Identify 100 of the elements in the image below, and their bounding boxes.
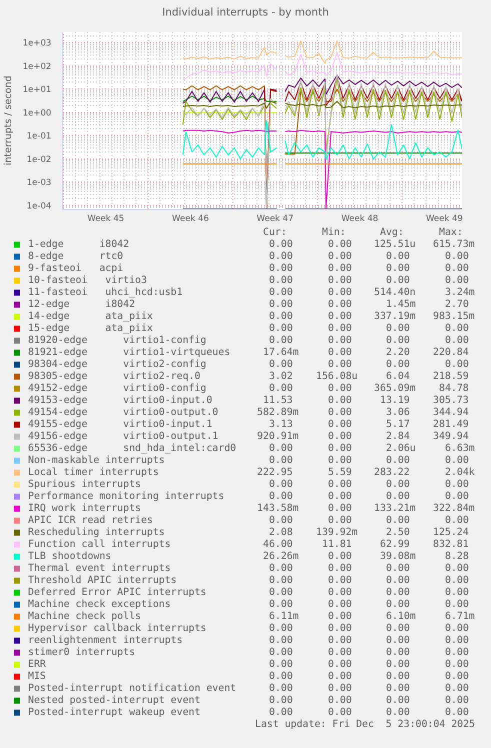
text: Max:: [439, 227, 463, 238]
legend-label: 10-fasteoi virtio3: [28, 275, 147, 286]
text: 0.00: [269, 563, 293, 574]
text: 0.00: [269, 383, 293, 394]
text: 0.00: [445, 695, 469, 706]
text: 2.70: [445, 299, 469, 310]
text: 0.00: [386, 359, 410, 370]
text: Min:: [322, 227, 346, 238]
text: 0.00: [445, 599, 469, 610]
legend-label: 98304-edge virtio2-config: [28, 359, 206, 370]
text: 0.00: [445, 359, 469, 370]
text: 62.99: [380, 539, 410, 550]
legend-label: reenlightenment interrupts: [28, 635, 183, 646]
text: 0.00: [328, 647, 352, 658]
text: 0.00: [328, 383, 352, 394]
x-tick-label: Week 48: [341, 214, 378, 224]
legend-label: stimer0 interrupts: [28, 647, 136, 658]
text: 281.49: [433, 419, 469, 430]
y-tick-label: 1e-04: [26, 201, 52, 212]
text: 2.50: [386, 527, 410, 538]
text: 0.00: [328, 479, 352, 490]
x-tick-label: Week 46: [172, 214, 209, 224]
text: 0.00: [386, 707, 410, 718]
text: 0.00: [269, 455, 293, 466]
legend-label: Local timer interrupts: [28, 467, 159, 478]
text: 0.00: [328, 575, 352, 586]
text: 0.00: [328, 587, 352, 598]
x-tick-label: Week 49: [426, 214, 463, 224]
text: 0.00: [328, 311, 352, 322]
text: 2.04k: [445, 467, 475, 478]
text: 0.00: [328, 503, 352, 514]
text: 39.08m: [380, 551, 416, 562]
legend-label: 11-fasteoi uhci_hcd:usb1: [28, 287, 183, 298]
text: 11.53: [263, 395, 293, 406]
text: 0.00: [269, 707, 293, 718]
text: 0.00: [328, 251, 352, 262]
legend-label: 8-edge rtc0: [28, 251, 124, 262]
text: 143.58m: [257, 503, 299, 514]
text: 3.06: [386, 407, 410, 418]
text: 0.00: [445, 671, 469, 682]
text: 0.00: [445, 455, 469, 466]
text: 0.00: [445, 647, 469, 658]
text: 0.00: [386, 455, 410, 466]
text: 0.00: [328, 707, 352, 718]
text: 0.00: [328, 275, 352, 286]
y-tick-label: 1e+02: [22, 62, 52, 72]
text: 0.00: [328, 359, 352, 370]
text: 133.21m: [374, 503, 416, 514]
legend-label: APIC ICR read retries: [28, 515, 153, 526]
legend-label: Thermal event interrupts: [28, 563, 171, 574]
text: 0.00: [386, 263, 410, 274]
text: 283.22: [374, 467, 410, 478]
legend-label: 1-edge i8042: [28, 239, 130, 250]
text: 0.00: [269, 263, 293, 274]
legend-label: 49155-edge virtio0-input.1: [28, 419, 212, 430]
text: 0.00: [328, 287, 352, 298]
text: 0.00: [386, 479, 410, 490]
text: 0.00: [445, 623, 469, 634]
text: 156.08u: [316, 371, 358, 382]
text: 0.00: [328, 407, 352, 418]
y-tick-label: 1e+01: [22, 85, 52, 96]
text: 0.00: [445, 587, 469, 598]
text: 6.04: [386, 371, 410, 382]
text: 0.00: [328, 551, 352, 562]
text: 0.00: [386, 587, 410, 598]
text: 0.00: [445, 275, 469, 286]
text: 0.00: [269, 635, 293, 646]
text: 0.00: [269, 599, 293, 610]
text: 3.02: [269, 371, 293, 382]
text: 0.00: [328, 659, 352, 670]
text: 0.00: [386, 599, 410, 610]
text: 983.15m: [433, 311, 475, 322]
legend-label: Posted-interrupt notification event: [28, 683, 236, 694]
text: 0.00: [386, 623, 410, 634]
legend-label: 49156-edge virtio0-output.1: [28, 431, 218, 442]
text: 322.84m: [433, 503, 475, 514]
legend-label: Nested posted-interrupt event: [28, 695, 200, 706]
text: 0.00: [328, 611, 352, 622]
text: 0.00: [386, 683, 410, 694]
text: 0.00: [328, 515, 352, 526]
text: 0.00: [445, 323, 469, 334]
text: 139.92m: [316, 527, 358, 538]
text: 349.94: [433, 431, 469, 442]
text: 615.73m: [433, 239, 475, 250]
text: 0.00: [386, 659, 410, 670]
text: 0.00: [445, 635, 469, 646]
text: 0.00: [328, 323, 352, 334]
text: 0.00: [328, 671, 352, 682]
legend-label: Spurious interrupts: [28, 479, 141, 490]
text: 2.06u: [386, 443, 416, 454]
text: 305.73: [433, 395, 469, 406]
text: 0.00: [445, 575, 469, 586]
text: 0.00: [445, 659, 469, 670]
text: 344.94: [433, 407, 469, 418]
legend-label: 9-fasteoi acpi: [28, 263, 124, 274]
text: 0.00: [269, 659, 293, 670]
text: Avg:: [380, 227, 404, 238]
text: 0.00: [269, 515, 293, 526]
text: 0.00: [269, 311, 293, 322]
legend-label: Posted-interrupt wakeup event: [28, 707, 200, 718]
